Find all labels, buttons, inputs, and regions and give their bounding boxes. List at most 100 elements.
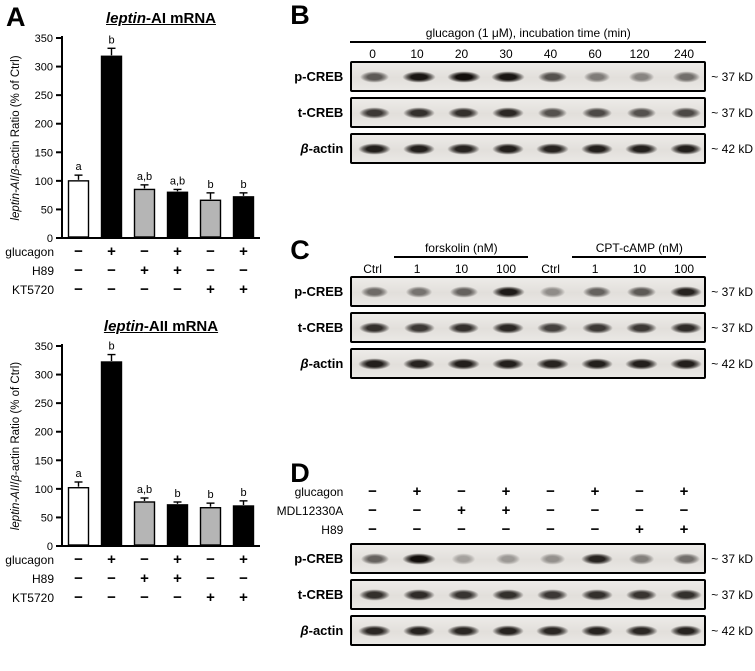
forskolin-group-label: forskolin (nM) xyxy=(394,241,529,258)
treatment-sign: − xyxy=(590,502,600,519)
right-column: B glucagon (1 μM), incubation time (min)… xyxy=(277,0,755,671)
lane-label: 30 xyxy=(499,46,513,61)
blot-row: p-CREB ~ 37 kD xyxy=(286,276,753,307)
blot-band xyxy=(401,588,437,601)
blot-b-header-text: glucagon (1 μM), incubation time (min) xyxy=(425,26,631,40)
lane-label: 1 xyxy=(413,261,421,276)
blot-band xyxy=(670,70,702,83)
blot-band xyxy=(356,357,393,370)
y-tick-label: 150 xyxy=(35,455,53,467)
lane-label: 100 xyxy=(674,261,695,276)
treatment-sign: + xyxy=(140,262,149,279)
treatment-label: H89 xyxy=(32,264,54,278)
treatment-sign: + xyxy=(173,551,182,568)
y-tick-label: 0 xyxy=(47,233,53,245)
blot-band xyxy=(624,106,659,119)
lane-label: 40 xyxy=(543,46,558,61)
blot-band xyxy=(670,552,702,565)
blot-row: β-actin ~ 42 kD xyxy=(286,133,753,164)
bar xyxy=(100,361,123,546)
blot-band xyxy=(667,285,705,298)
blot-band xyxy=(534,624,571,637)
blot-band xyxy=(626,552,657,565)
treatment-sign: − xyxy=(546,502,555,519)
blot-band xyxy=(535,588,571,601)
treatment-sign: − xyxy=(457,521,466,538)
treatment-sign: − xyxy=(74,243,83,260)
blot-band xyxy=(668,588,704,601)
treatment-sign: − xyxy=(107,589,116,606)
protein-label: t-CREB xyxy=(297,587,344,602)
lane-label: 10 xyxy=(632,261,647,276)
blot-band xyxy=(535,321,570,334)
blot-band xyxy=(534,357,571,370)
blot-band xyxy=(667,357,705,370)
treatment-sign: + xyxy=(679,521,689,538)
treatment-sign: − xyxy=(107,570,116,587)
y-tick-label: 250 xyxy=(35,90,53,102)
protein-label: β-actin xyxy=(300,141,344,156)
cpt-camp-group-label: CPT-cAMP (nM) xyxy=(572,241,707,258)
treatment-row: glucagon − + − + − + − + xyxy=(286,482,753,501)
treatment-sign: − xyxy=(206,570,215,587)
blot-row: p-CREB ~ 37 kD xyxy=(286,61,753,92)
treatment-sign: − xyxy=(412,502,422,519)
blot-strip xyxy=(350,61,707,92)
y-tick-label: 300 xyxy=(35,370,53,382)
treatment-sign: − xyxy=(368,483,377,500)
y-tick-label: 100 xyxy=(35,484,53,496)
bar xyxy=(133,188,156,238)
mw-marker: ~ 37 kD xyxy=(711,284,753,299)
panel-a: A leptin-AI mRNA 0 50 100 150 200 250 300 350 a b… xyxy=(0,0,284,671)
blot-band xyxy=(358,285,391,298)
blot-band xyxy=(623,624,660,637)
mw-marker: ~ 42 kD xyxy=(711,141,753,156)
blot-strip xyxy=(350,543,707,574)
treatment-sign: − xyxy=(206,551,215,568)
bar xyxy=(166,504,189,546)
treatment-sign: + xyxy=(239,589,248,606)
blot-band xyxy=(580,106,614,119)
blot-row: β-actin ~ 42 kD xyxy=(286,348,753,379)
blot-band xyxy=(578,142,616,155)
significance-label: a,b xyxy=(137,171,152,183)
significance-label: a xyxy=(75,468,82,480)
y-tick-label: 50 xyxy=(41,512,53,524)
blot-band xyxy=(356,142,393,155)
treatment-sign: − xyxy=(74,551,83,568)
lane-label: Ctrl xyxy=(363,261,382,276)
bar-chart-leptin-ai: 0 50 100 150 200 250 300 350 a b a,b a,b b b leptin-AI… xyxy=(5,33,260,298)
treatment-sign: + xyxy=(173,570,182,587)
bar xyxy=(100,55,123,238)
treatment-sign: − xyxy=(206,262,215,279)
treatment-sign: − xyxy=(74,589,83,606)
treatment-sign: − xyxy=(173,589,182,606)
y-axis-label: leptin-AI/β-actin Ratio (% of Ctrl) xyxy=(10,55,22,220)
lane-label: 120 xyxy=(629,46,650,61)
protein-label: p-CREB xyxy=(294,551,344,566)
y-tick-label: 250 xyxy=(35,398,53,410)
blot-row: p-CREB ~ 37 kD xyxy=(286,543,753,574)
bar-chart-leptin-aii: 0 50 100 150 200 250 300 350 a b a,b b b b leptin-AII/… xyxy=(5,341,260,606)
treatment-sign: + xyxy=(107,243,116,260)
treatment-sign: − xyxy=(173,281,182,298)
treatment-sign: + xyxy=(501,483,511,500)
blot-band xyxy=(400,624,438,637)
protein-label: p-CREB xyxy=(294,284,344,299)
treatment-sign: − xyxy=(140,281,149,298)
protein-label: t-CREB xyxy=(297,320,344,335)
blot-c-lane-labels: Ctrl 1 10 100 Ctrl 1 10 100 xyxy=(350,258,706,276)
blot-row: t-CREB ~ 37 kD xyxy=(286,579,753,610)
blot-b-lane-labels: 0 10 20 30 40 60 120 240 xyxy=(350,43,706,61)
blot-c-group-headers: forskolin (nM) CPT-cAMP (nM) xyxy=(350,241,707,258)
treatment-sign: + xyxy=(412,483,422,500)
treatment-sign: + xyxy=(206,589,215,606)
chart-title-italic: leptin xyxy=(103,318,144,335)
panel-c: C forskolin (nM) CPT-cAMP (nM) Ctrl 1 10 10… xyxy=(286,237,753,384)
blot-band xyxy=(578,624,616,637)
treatment-sign: − xyxy=(239,262,248,279)
blot-strip xyxy=(350,348,707,379)
lane-label: 0 xyxy=(369,46,376,61)
blot-band xyxy=(449,552,478,565)
